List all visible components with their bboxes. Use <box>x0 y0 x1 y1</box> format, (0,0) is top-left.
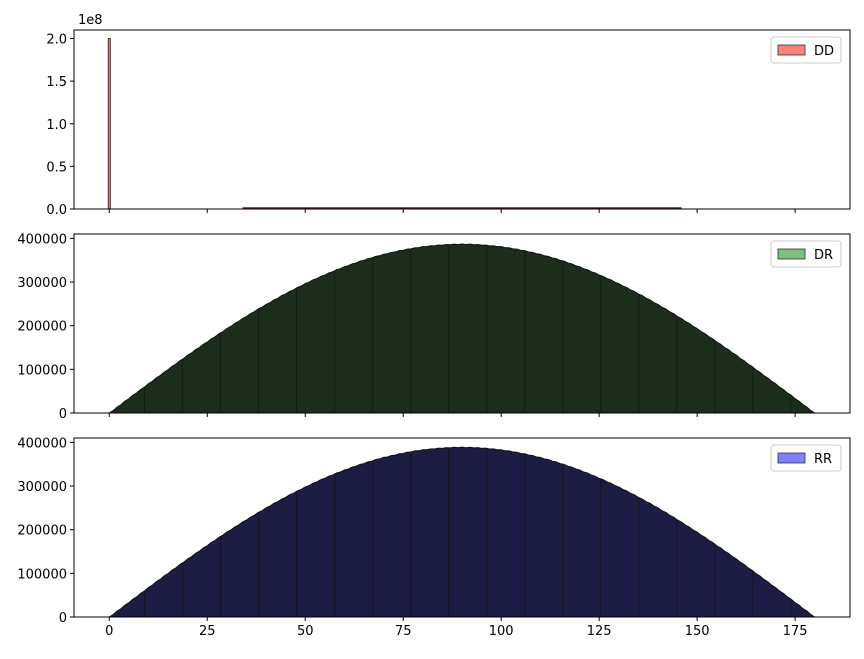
y-tick-label: 0 <box>59 611 67 626</box>
legend-swatch <box>777 452 806 464</box>
panel-2: 0 100000 200000 300000 400000 DR <box>17 232 851 422</box>
legend: RR <box>770 444 842 472</box>
x-tick-label: 0 <box>105 624 113 639</box>
y-tick-label: 1.5 <box>46 75 67 90</box>
histogram-area <box>107 446 817 618</box>
y-tick-label: 200000 <box>17 524 67 539</box>
y-tick-label: 0 <box>59 407 67 422</box>
y-tick-label: 0.0 <box>46 203 67 218</box>
y-tick-label: 300000 <box>17 276 67 291</box>
legend-box <box>770 240 842 268</box>
legend-box <box>770 36 842 64</box>
y-tick-label: 0.5 <box>46 160 67 175</box>
legend-box <box>770 444 842 472</box>
x-tick-label: 50 <box>297 624 314 639</box>
y-tick-label: 100000 <box>17 567 67 582</box>
y-tick-label: 2.0 <box>46 33 67 48</box>
x-tick-label: 125 <box>587 624 612 639</box>
histogram-area <box>107 243 817 414</box>
axes-frame <box>73 437 851 618</box>
legend: DD <box>770 36 842 64</box>
legend-label: DR <box>814 248 833 263</box>
y-offset-label: 1e8 <box>78 13 103 28</box>
x-tick-label: 150 <box>685 624 710 639</box>
y-tick-label: 1.0 <box>46 118 67 133</box>
legend: DR <box>770 240 842 268</box>
axes-frame <box>73 233 851 414</box>
y-tick-label: 300000 <box>17 480 67 495</box>
axes-frame <box>73 29 851 210</box>
y-tick-label: 400000 <box>17 232 67 247</box>
panel-1: 0.0 0.5 1.0 1.5 2.0 1e8 DD <box>46 13 851 218</box>
legend-swatch <box>777 248 806 260</box>
x-tick-label: 75 <box>395 624 412 639</box>
y-tick-label: 100000 <box>17 363 67 378</box>
panel-3: 0 100000 200000 300000 400000 0 25 50 75 100 125 15… <box>17 436 851 639</box>
y-tick-label: 400000 <box>17 436 67 451</box>
legend-label: DD <box>814 44 834 59</box>
legend-label: RR <box>814 452 832 467</box>
x-tick-label: 175 <box>783 624 808 639</box>
histogram-spike-bar <box>107 38 111 210</box>
x-tick-label: 100 <box>489 624 514 639</box>
legend-swatch <box>777 44 806 56</box>
x-tick-label: 25 <box>199 624 216 639</box>
y-tick-label: 200000 <box>17 320 67 335</box>
